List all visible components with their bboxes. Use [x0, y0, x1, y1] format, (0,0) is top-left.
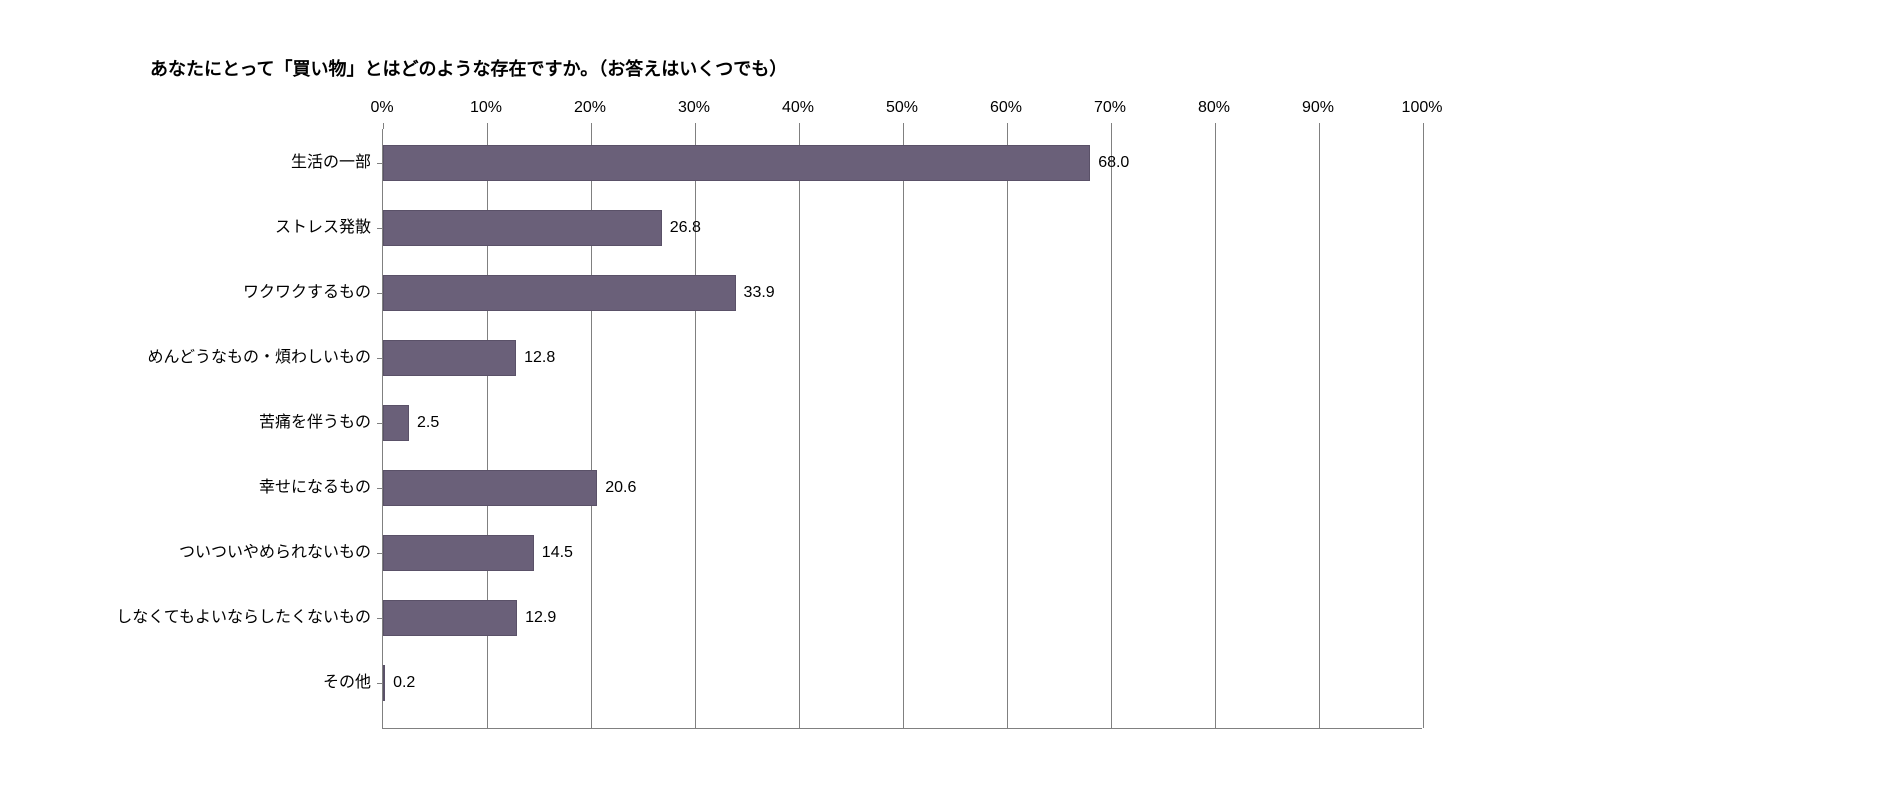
y-axis-tick	[377, 163, 383, 164]
chart-title: あなたにとって「買い物」とはどのような存在ですか。（お答えはいくつでも）	[150, 55, 1750, 81]
category-label: ワクワクするもの	[243, 275, 371, 311]
x-axis-tick-label: 40%	[782, 99, 814, 117]
bar-row: ストレス発散26.8	[383, 210, 701, 246]
category-label: 苦痛を伴うもの	[259, 405, 371, 441]
bar-row: ついついやめられないもの14.5	[383, 535, 573, 571]
bar-row: ワクワクするもの33.9	[383, 275, 775, 311]
bar-row: しなくてもよいならしたくないもの12.9	[383, 600, 556, 636]
bar-value-label: 33.9	[744, 284, 775, 302]
bar	[383, 665, 385, 701]
bar-value-label: 68.0	[1098, 154, 1129, 172]
bar	[383, 340, 516, 376]
x-axis-tick-label: 80%	[1198, 99, 1230, 117]
gridline	[1111, 129, 1112, 728]
gridline	[1423, 129, 1424, 728]
bar-value-label: 12.9	[525, 609, 556, 627]
bar-row: めんどうなもの・煩わしいもの12.8	[383, 340, 555, 376]
y-axis-tick	[377, 488, 383, 489]
x-axis-tick-label: 60%	[990, 99, 1022, 117]
bar	[383, 600, 517, 636]
bar-row: 幸せになるもの20.6	[383, 470, 636, 506]
y-axis-tick	[377, 618, 383, 619]
gridline	[799, 129, 800, 728]
x-axis-tick-label: 50%	[886, 99, 918, 117]
y-axis-tick	[377, 358, 383, 359]
bar	[383, 145, 1090, 181]
category-label: ついついやめられないもの	[179, 535, 371, 571]
bar	[383, 275, 736, 311]
bar-value-label: 0.2	[393, 674, 415, 692]
x-axis-tick-label: 70%	[1094, 99, 1126, 117]
y-axis-tick	[377, 553, 383, 554]
x-axis-tick-label: 100%	[1402, 99, 1443, 117]
category-label: 幸せになるもの	[259, 470, 371, 506]
bar	[383, 405, 409, 441]
x-axis-tick	[383, 123, 384, 129]
category-label: 生活の一部	[291, 145, 371, 181]
category-label: めんどうなもの・煩わしいもの	[147, 340, 371, 376]
x-axis-labels: 0%10%20%30%40%50%60%70%80%90%100%	[382, 99, 1422, 129]
bar	[383, 470, 597, 506]
x-axis-tick-label: 30%	[678, 99, 710, 117]
gridline	[1007, 129, 1008, 728]
category-label: しなくてもよいならしたくないもの	[116, 600, 371, 636]
x-axis-tick-label: 10%	[470, 99, 502, 117]
bar-row: 苦痛を伴うもの2.5	[383, 405, 439, 441]
gridline	[903, 129, 904, 728]
y-axis-tick	[377, 228, 383, 229]
bar-value-label: 12.8	[524, 349, 555, 367]
y-axis-tick	[377, 293, 383, 294]
plot-area: 生活の一部68.0 ストレス発散26.8 ワクワクするもの33.9 めんどうなもの・煩…	[382, 129, 1422, 729]
category-label: その他	[323, 665, 371, 701]
category-label: ストレス発散	[275, 210, 371, 246]
bar	[383, 535, 534, 571]
gridline	[1319, 129, 1320, 728]
bar-row: その他0.2	[383, 665, 415, 701]
y-axis-tick	[377, 423, 383, 424]
bar	[383, 210, 662, 246]
x-axis-tick-label: 20%	[574, 99, 606, 117]
gridline	[1215, 129, 1216, 728]
x-axis-tick-label: 0%	[370, 99, 393, 117]
bar-value-label: 26.8	[670, 219, 701, 237]
chart-area: 0%10%20%30%40%50%60%70%80%90%100% 生活の一部6…	[382, 99, 1750, 759]
chart-container: あなたにとって「買い物」とはどのような存在ですか。（お答えはいくつでも） 0% 1…	[150, 55, 1750, 759]
y-axis-tick	[377, 683, 383, 684]
bar-value-label: 2.5	[417, 414, 439, 432]
bar-value-label: 14.5	[542, 544, 573, 562]
x-axis-tick-label: 90%	[1302, 99, 1334, 117]
bar-value-label: 20.6	[605, 479, 636, 497]
bar-row: 生活の一部68.0	[383, 145, 1129, 181]
